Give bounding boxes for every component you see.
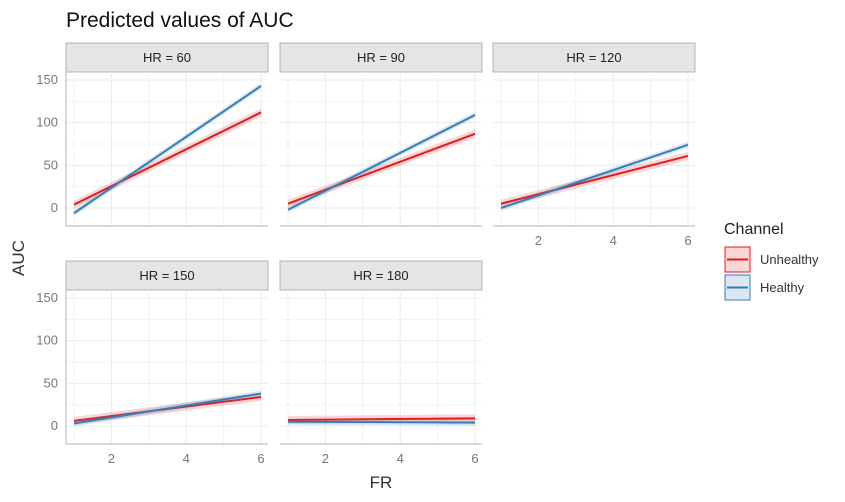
facet-panel: HR = 150 0 50 100 150 2 4 6	[36, 260, 269, 466]
facet-strip-label: HR = 150	[139, 268, 194, 283]
series-line-healthy	[500, 143, 689, 209]
y-tick-label: 0	[51, 418, 58, 433]
series-line-healthy	[287, 420, 476, 424]
legend-label-unhealthy: Unhealthy	[760, 252, 819, 267]
facet-strip	[279, 260, 483, 291]
facet-strip	[65, 42, 269, 73]
y-tick-label: 100	[36, 333, 58, 348]
facet-panel: HR = 60 0 50 100 150	[36, 42, 269, 227]
y-tick-label: 100	[36, 115, 58, 130]
facet-strip-label: HR = 120	[566, 50, 621, 65]
x-tick-label: 6	[257, 451, 264, 466]
facet-strip-label: HR = 90	[357, 50, 405, 65]
legend: Channel Unhealthy Healthy	[724, 221, 819, 301]
x-tick-label: 4	[397, 451, 404, 466]
x-tick-label: 4	[610, 233, 617, 248]
x-tick-label: 2	[535, 233, 542, 248]
facet-panel: HR = 120 2 4 6	[492, 42, 696, 248]
y-axis-title: AUC	[9, 240, 28, 276]
grid-lines	[493, 72, 695, 226]
grid-lines	[280, 72, 482, 226]
grid-lines	[66, 72, 268, 226]
series-line-unhealthy	[73, 111, 262, 206]
facet-strip-label: HR = 180	[353, 268, 408, 283]
series-line-unhealthy	[287, 132, 476, 205]
series-line-healthy	[73, 392, 262, 425]
series-line-unhealthy	[287, 417, 476, 422]
x-tick-label: 4	[183, 451, 190, 466]
x-axis-title: FR	[370, 473, 393, 492]
x-tick-label: 6	[471, 451, 478, 466]
series-line-healthy	[73, 85, 262, 214]
facet-strip	[65, 260, 269, 291]
series-line-healthy	[287, 114, 476, 211]
y-tick-label: 0	[51, 200, 58, 215]
x-tick-label: 6	[684, 233, 691, 248]
y-tick-label: 50	[44, 375, 58, 390]
chart-title: Predicted values of AUC	[66, 9, 294, 32]
facet-panel: HR = 180 2 4 6	[279, 260, 483, 466]
facet-strip-label: HR = 60	[143, 50, 191, 65]
y-tick-label: 150	[36, 72, 58, 87]
series-line-unhealthy	[500, 154, 689, 205]
facet-strip	[492, 42, 696, 73]
x-tick-label: 2	[322, 451, 329, 466]
x-tick-label: 2	[108, 451, 115, 466]
facet-panel: HR = 90	[279, 42, 483, 227]
y-tick-label: 150	[36, 290, 58, 305]
legend-title: Channel	[724, 221, 784, 238]
facet-strip	[279, 42, 483, 73]
y-tick-label: 50	[44, 157, 58, 172]
legend-label-healthy: Healthy	[760, 280, 805, 295]
